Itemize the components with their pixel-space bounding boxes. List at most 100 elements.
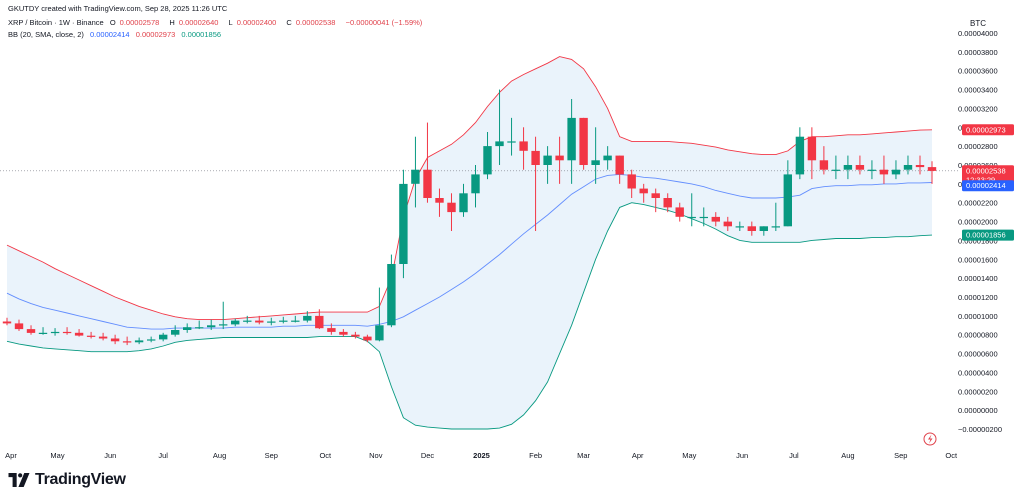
time-tick-label: Apr: [5, 451, 17, 460]
candle-body: [879, 169, 889, 175]
time-tick-label: Oct: [319, 451, 332, 460]
candle-body: [411, 169, 420, 184]
candle: [543, 146, 552, 184]
price-tick-label: 0.00000200: [958, 387, 998, 396]
candle-body: [243, 320, 252, 322]
lower-band-tag: 0.00001856: [962, 229, 1014, 241]
tradingview-logo[interactable]: TradingView: [8, 471, 126, 489]
time-tick-label: Jun: [104, 451, 116, 460]
candle: [675, 202, 684, 222]
candle: [531, 136, 540, 231]
chart-credit: GKUTDY created with TradingView.com, Sep…: [8, 4, 228, 13]
time-axis[interactable]: Apr May Jun Jul Aug Sep Oct Nov Dec 2025 Feb Mar Apr…: [5, 451, 958, 460]
time-tick-label: Aug: [213, 451, 226, 460]
candle-body: [771, 226, 780, 228]
candle: [207, 319, 216, 330]
change-value: −0.00000041 (−1.59%): [345, 18, 423, 27]
candle: [183, 323, 192, 333]
candle-body: [807, 136, 817, 161]
candle-body: [783, 174, 792, 227]
candle: [74, 329, 84, 337]
candle: [735, 221, 744, 231]
candle: [86, 331, 96, 339]
candle-body: [2, 321, 12, 324]
candle-body: [207, 325, 216, 328]
candle: [579, 117, 588, 170]
candle-body: [255, 320, 264, 323]
price-tick-label: 0.00003200: [958, 104, 998, 113]
candle: [807, 127, 817, 180]
candle: [315, 309, 324, 330]
candle: [231, 318, 240, 327]
candle: [351, 331, 360, 339]
candle-body: [867, 169, 877, 171]
price-tick-label: 0.00002800: [958, 142, 998, 151]
candle-body: [26, 329, 36, 333]
price-tick-label: 0.00003600: [958, 67, 998, 76]
candle-body: [183, 327, 192, 330]
candle-body: [507, 141, 516, 143]
candle: [267, 317, 276, 326]
high-label: H: [169, 18, 175, 27]
candle: [771, 202, 780, 231]
candle-body: [171, 330, 180, 335]
candle: [867, 160, 877, 180]
price-tick-label: 0.00001400: [958, 274, 998, 283]
candle-body: [375, 325, 384, 341]
time-tick-label: Jul: [789, 451, 799, 460]
candle: [483, 132, 492, 180]
candle: [459, 183, 468, 217]
basis-tag-text: 0.00002414: [966, 181, 1006, 190]
candle-body: [723, 221, 732, 227]
candle-body: [267, 321, 276, 323]
price-tick-label: 0.00001600: [958, 255, 998, 264]
price-tick-label: 0.00003400: [958, 86, 998, 95]
candle-body: [159, 334, 168, 340]
candle: [38, 327, 48, 335]
candle-body: [483, 146, 492, 175]
candle: [122, 336, 132, 346]
close-value: 0.00002538: [295, 18, 336, 27]
price-tick-label: 0.00002000: [958, 218, 998, 227]
candle-body: [231, 320, 240, 325]
time-tick-label: 2025: [473, 451, 490, 460]
indicator-legend[interactable]: BB (20, SMA, close, 2) 0.00002414 0.0000…: [8, 30, 225, 39]
time-tick-label: Jul: [158, 451, 168, 460]
candle-body: [74, 332, 84, 336]
time-tick-label: Apr: [632, 451, 644, 460]
price-tick-label: 0.00002200: [958, 199, 998, 208]
candle-body: [327, 328, 336, 332]
candle: [363, 334, 372, 343]
candle-body: [531, 150, 540, 165]
candle: [98, 332, 108, 341]
price-tick-label: −0.00000200: [958, 425, 1002, 434]
symbol-legend[interactable]: XRP / Bitcoin · 1W · Binance O 0.00002578…: [8, 18, 426, 27]
candle-body: [50, 331, 60, 334]
candle-body: [831, 169, 841, 171]
candle: [14, 319, 24, 331]
candle-body: [735, 226, 744, 228]
candle-body: [315, 315, 324, 329]
candle-body: [603, 155, 612, 161]
candle-body: [38, 332, 48, 334]
candle: [783, 160, 792, 227]
candle: [927, 161, 937, 184]
candle-body: [423, 169, 432, 198]
candle-body: [195, 327, 204, 329]
candle-body: [62, 331, 72, 334]
price-tick-label: 0.00003800: [958, 48, 998, 57]
candle-body: [555, 155, 564, 161]
open-value: 0.00002578: [119, 18, 160, 27]
bollinger-upper-line: [6, 56, 933, 321]
lightning-icon[interactable]: [923, 432, 937, 446]
candle: [711, 212, 720, 227]
price-tick-label: 0.00001800: [958, 236, 998, 245]
price-tick-label: 0.00000600: [958, 350, 998, 359]
candle-body: [435, 198, 444, 203]
time-tick-label: Nov: [369, 451, 383, 460]
candle: [291, 315, 300, 323]
high-value: 0.00002640: [178, 18, 219, 27]
candle: [375, 287, 384, 342]
candle-body: [471, 174, 480, 194]
